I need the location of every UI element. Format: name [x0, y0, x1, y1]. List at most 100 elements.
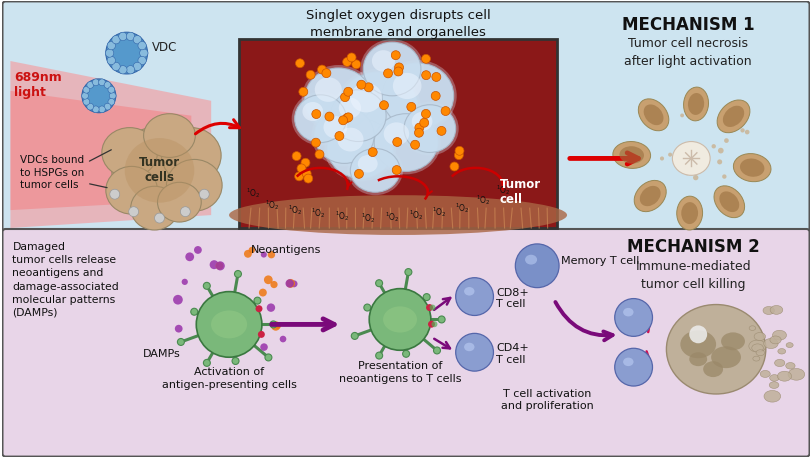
- Circle shape: [220, 334, 229, 343]
- Circle shape: [118, 65, 127, 74]
- Text: MECHANISM 1: MECHANISM 1: [621, 16, 753, 34]
- Circle shape: [393, 67, 402, 76]
- Circle shape: [112, 62, 120, 71]
- Ellipse shape: [749, 326, 755, 330]
- Circle shape: [133, 62, 141, 71]
- Ellipse shape: [612, 142, 650, 169]
- Ellipse shape: [716, 100, 749, 133]
- Circle shape: [656, 182, 660, 186]
- Ellipse shape: [393, 73, 421, 99]
- Circle shape: [174, 325, 182, 333]
- Circle shape: [182, 279, 187, 285]
- Circle shape: [108, 98, 114, 105]
- Circle shape: [138, 42, 146, 50]
- Ellipse shape: [358, 155, 377, 173]
- Ellipse shape: [769, 336, 780, 344]
- Text: $^1$O$_2$: $^1$O$_2$: [455, 201, 470, 215]
- Ellipse shape: [101, 128, 157, 177]
- Circle shape: [744, 130, 749, 134]
- Circle shape: [692, 175, 697, 180]
- Circle shape: [334, 131, 343, 141]
- Circle shape: [109, 93, 116, 99]
- Circle shape: [297, 164, 306, 173]
- Text: CD4+
T cell: CD4+ T cell: [496, 344, 529, 365]
- Ellipse shape: [105, 166, 157, 214]
- Ellipse shape: [327, 119, 393, 178]
- Circle shape: [321, 69, 330, 78]
- Circle shape: [438, 316, 444, 323]
- Text: MECHANISM 2: MECHANISM 2: [626, 238, 758, 256]
- Ellipse shape: [787, 369, 804, 380]
- Text: $^1$O$_2$: $^1$O$_2$: [288, 203, 303, 217]
- Circle shape: [645, 185, 649, 190]
- Circle shape: [133, 36, 141, 44]
- Text: Tumor cell necrosis
after light activation: Tumor cell necrosis after light activati…: [624, 37, 751, 68]
- Circle shape: [723, 138, 728, 143]
- Circle shape: [306, 71, 315, 79]
- Ellipse shape: [161, 128, 221, 183]
- Ellipse shape: [125, 138, 194, 202]
- Circle shape: [429, 305, 435, 311]
- Text: Singlet oxygen disrupts cell
membrane and organelles: Singlet oxygen disrupts cell membrane an…: [305, 9, 490, 39]
- Ellipse shape: [347, 146, 402, 195]
- Circle shape: [268, 251, 275, 258]
- Circle shape: [431, 321, 437, 327]
- Circle shape: [127, 65, 135, 74]
- Ellipse shape: [301, 65, 375, 132]
- Ellipse shape: [763, 391, 779, 402]
- Circle shape: [108, 87, 114, 93]
- Circle shape: [295, 59, 304, 68]
- Ellipse shape: [464, 343, 474, 351]
- Ellipse shape: [371, 50, 394, 71]
- Ellipse shape: [464, 287, 474, 295]
- Ellipse shape: [752, 356, 759, 361]
- Ellipse shape: [401, 102, 458, 155]
- Ellipse shape: [383, 306, 417, 333]
- Text: CD8+
T cell: CD8+ T cell: [496, 288, 529, 309]
- Circle shape: [279, 336, 286, 342]
- Circle shape: [107, 56, 115, 65]
- Ellipse shape: [769, 305, 782, 314]
- Circle shape: [194, 246, 202, 254]
- Circle shape: [391, 51, 400, 60]
- Circle shape: [354, 169, 363, 178]
- Circle shape: [260, 251, 267, 257]
- Ellipse shape: [324, 116, 396, 181]
- Text: 689nm
light: 689nm light: [15, 71, 62, 99]
- Text: $^1$O$_2$: $^1$O$_2$: [384, 210, 399, 224]
- Circle shape: [83, 98, 90, 105]
- Circle shape: [440, 107, 449, 115]
- Circle shape: [363, 304, 371, 311]
- Ellipse shape: [338, 72, 418, 146]
- Ellipse shape: [713, 186, 744, 218]
- Circle shape: [83, 87, 90, 93]
- Ellipse shape: [311, 105, 377, 166]
- Circle shape: [455, 278, 493, 316]
- Ellipse shape: [229, 195, 566, 235]
- Circle shape: [247, 323, 254, 330]
- Circle shape: [740, 120, 744, 125]
- Circle shape: [431, 72, 440, 82]
- Circle shape: [259, 289, 267, 296]
- Ellipse shape: [777, 349, 785, 354]
- Ellipse shape: [689, 352, 706, 366]
- Circle shape: [274, 322, 281, 329]
- Ellipse shape: [338, 98, 361, 118]
- Circle shape: [716, 159, 721, 164]
- Text: VDCs bound
to HSPGs on
tumor cells: VDCs bound to HSPGs on tumor cells: [20, 155, 84, 190]
- Polygon shape: [11, 61, 211, 228]
- Ellipse shape: [304, 68, 371, 130]
- Text: Damaged
tumor cells release
neoantigens and
damage-associated
molecular patterns: Damaged tumor cells release neoantigens …: [12, 242, 119, 318]
- Circle shape: [379, 101, 388, 109]
- Circle shape: [375, 280, 382, 287]
- Circle shape: [264, 275, 272, 284]
- Text: $^1$O$_2$: $^1$O$_2$: [496, 183, 510, 197]
- Circle shape: [243, 250, 251, 258]
- Text: Activation of
antigen-presenting cells: Activation of antigen-presenting cells: [161, 367, 296, 390]
- Text: $^1$O$_2$: $^1$O$_2$: [311, 206, 325, 220]
- Circle shape: [317, 65, 326, 74]
- Ellipse shape: [720, 333, 744, 350]
- Ellipse shape: [622, 358, 633, 366]
- Ellipse shape: [384, 122, 409, 145]
- Circle shape: [250, 330, 258, 338]
